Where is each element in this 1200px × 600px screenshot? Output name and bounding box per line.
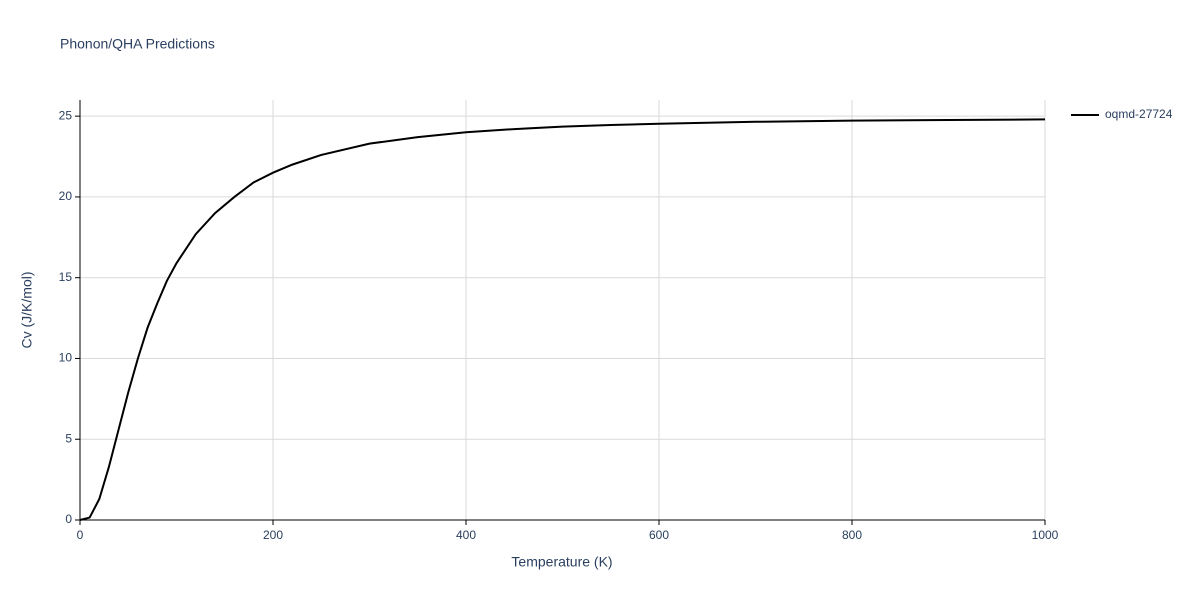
y-tick-label: 15 — [59, 270, 73, 284]
y-tick-label: 5 — [65, 431, 72, 445]
x-tick-label: 800 — [842, 528, 862, 542]
chart-title: Phonon/QHA Predictions — [60, 36, 215, 52]
legend-label: oqmd-27724 — [1105, 107, 1173, 121]
x-tick-label: 600 — [649, 528, 669, 542]
x-tick-label: 400 — [456, 528, 476, 542]
y-axis-title: Cv (J/K/mol) — [19, 272, 35, 349]
y-tick-label: 10 — [59, 351, 73, 365]
x-tick-label: 0 — [77, 528, 84, 542]
x-tick-label: 200 — [263, 528, 283, 542]
line — [79, 118, 1046, 521]
x-tick-label: 1000 — [1032, 528, 1059, 542]
y-tick-label: 20 — [59, 189, 73, 203]
x-axis-title: Temperature (K) — [511, 554, 612, 570]
y-tick-label: 0 — [65, 512, 72, 526]
y-tick-label: 25 — [59, 108, 73, 122]
